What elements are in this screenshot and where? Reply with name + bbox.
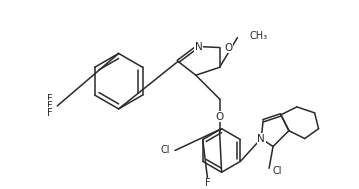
Text: F: F	[47, 108, 52, 118]
Text: N: N	[195, 42, 203, 52]
Text: N: N	[257, 134, 265, 144]
Text: F: F	[47, 94, 52, 104]
Text: F: F	[47, 101, 52, 111]
Text: O: O	[224, 43, 233, 53]
Text: Cl: Cl	[160, 146, 170, 156]
Text: Cl: Cl	[272, 166, 281, 176]
Text: F: F	[205, 178, 210, 188]
Text: CH₃: CH₃	[249, 31, 267, 41]
Text: O: O	[215, 112, 224, 122]
